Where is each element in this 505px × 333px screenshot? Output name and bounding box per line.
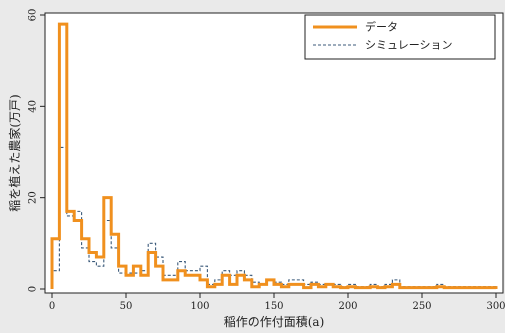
x-tick-label: 50 (120, 301, 133, 312)
legend-label: シミュレーション (365, 39, 453, 52)
x-tick-label: 250 (412, 301, 431, 312)
series-data-line (50, 22, 498, 290)
y-tick-label: 0 (28, 286, 39, 292)
x-tick-label: 200 (338, 301, 357, 312)
y-axis-title: 稲を植えた農家(万戸) (7, 94, 22, 211)
y-tick-label: 40 (28, 100, 39, 113)
plot-area (44, 12, 504, 294)
y-tick-label: 60 (28, 9, 39, 22)
series-simulation-line (51, 146, 497, 289)
x-tick-label: 150 (264, 301, 283, 312)
x-tick-label: 100 (190, 301, 209, 312)
x-tick-label: 300 (486, 301, 505, 312)
legend-box (304, 14, 496, 60)
y-tick-label: 20 (28, 191, 39, 204)
x-axis-title: 稲作の作付面積(a) (224, 314, 325, 329)
x-tick-label: 0 (49, 301, 55, 312)
legend-label: データ (365, 20, 398, 34)
